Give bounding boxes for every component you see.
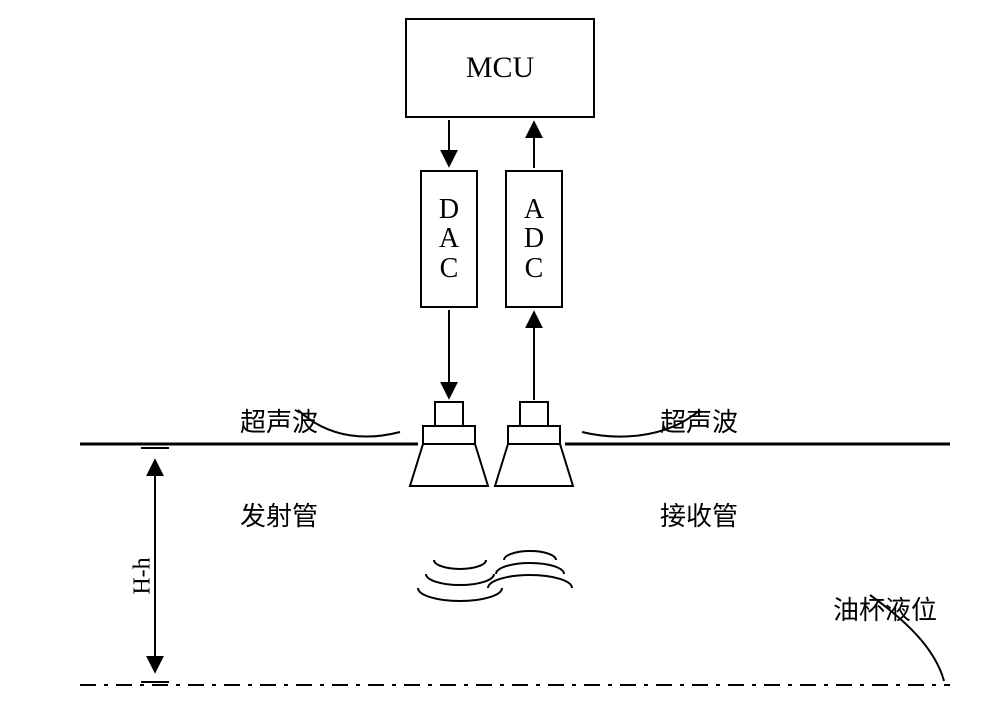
ultrasonic-rx-icon: [495, 402, 573, 486]
wave-arcs: [418, 551, 572, 601]
mcu-label: MCU: [466, 51, 534, 85]
mcu-block: MCU: [405, 18, 595, 118]
level-label: 油杯液位: [820, 560, 937, 627]
adc-l2: C: [525, 254, 544, 283]
tx-label-l2: 发射管: [240, 501, 318, 532]
dac-label-wrap: D A C: [439, 195, 459, 283]
adc-l0: A: [524, 195, 544, 224]
rx-label-l1: 超声波: [660, 407, 738, 438]
tx-label-l1: 超声波: [240, 407, 318, 438]
tx-label: 超声波 发射管: [240, 345, 318, 563]
dim-label-text: H-h: [130, 557, 156, 594]
adc-block: A D C: [505, 170, 563, 308]
dac-l1: A: [439, 224, 459, 253]
adc-l1: D: [524, 224, 544, 253]
rx-label-l2: 接收管: [660, 501, 738, 532]
adc-label-wrap: A D C: [524, 195, 544, 283]
dac-block: D A C: [420, 170, 478, 308]
level-label-text: 油杯液位: [833, 596, 937, 625]
rx-label: 超声波 接收管: [660, 345, 738, 563]
dac-l2: C: [440, 254, 459, 283]
ultrasonic-tx-icon: [410, 402, 488, 486]
dac-l0: D: [439, 195, 459, 224]
dim-label: H-h: [103, 557, 157, 606]
